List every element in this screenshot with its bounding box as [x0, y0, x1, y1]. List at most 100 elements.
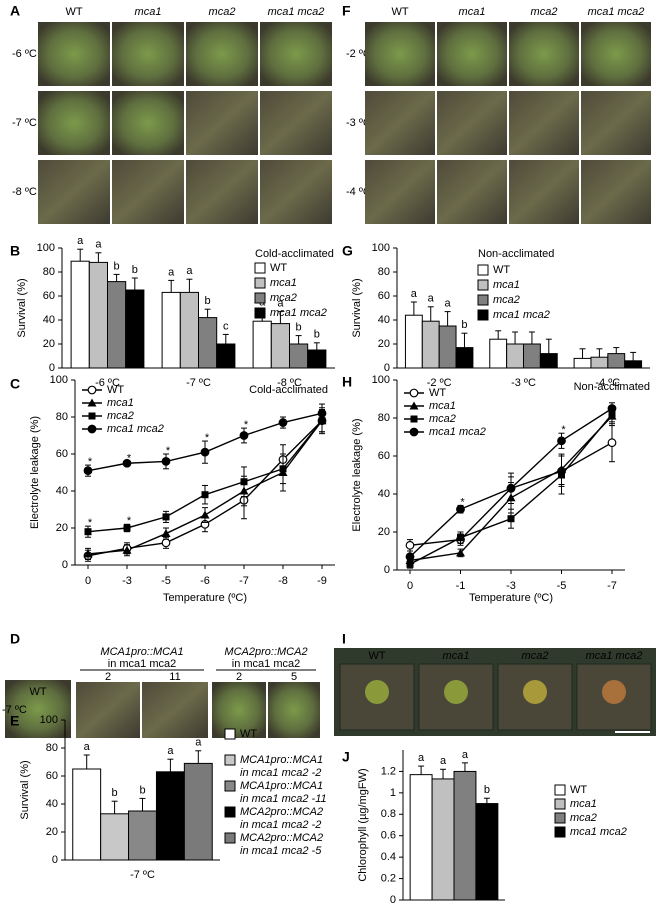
photo	[260, 22, 332, 86]
marker	[162, 513, 170, 521]
legend-marker	[88, 412, 96, 420]
marker	[122, 545, 132, 554]
legend-label: mca2	[493, 294, 520, 306]
y-tick-label: 100	[50, 374, 68, 386]
x-tick-label: -3	[122, 575, 132, 587]
y-axis-label: Chlorophyll (µg/mgFW)	[357, 768, 369, 881]
x-tick-label: -9	[317, 575, 327, 587]
legend-label: mca2	[570, 812, 597, 824]
legend-label-line: in mca1 mca2 -5	[240, 845, 322, 857]
significance-star: *	[244, 419, 249, 431]
photo	[112, 160, 184, 224]
row-label: -3 ºC	[346, 117, 371, 129]
column-label: mca1 mca2	[586, 650, 643, 662]
y-tick-label: 80	[46, 742, 58, 754]
photo	[437, 91, 507, 155]
legend-label-line: MCA2pro::MCA2	[240, 832, 323, 844]
row-label: -8 ºC	[12, 186, 37, 198]
y-axis-label: Survival (%)	[351, 278, 363, 337]
panel-label: B	[10, 243, 20, 259]
y-tick-label: 0	[49, 362, 55, 374]
bar	[155, 771, 185, 861]
marker	[456, 548, 465, 557]
significance-letter: a	[428, 293, 435, 305]
bar	[624, 360, 643, 369]
legend-label: WT	[107, 384, 124, 396]
legend-label: WT	[429, 387, 446, 399]
y-tick-label: 80	[56, 411, 68, 423]
y-tick-label: 1	[390, 787, 396, 799]
marker	[317, 408, 327, 418]
y-tick-label: 80	[43, 266, 55, 278]
bar	[573, 357, 592, 369]
legend-label: mca1	[107, 397, 134, 409]
line-label: 11	[169, 671, 180, 683]
panel-label: A	[10, 3, 20, 19]
legend-label-line: in mca1 mca2 -11	[240, 793, 327, 805]
significance-letter: a	[195, 737, 202, 749]
row-label: -6 ºC	[12, 48, 37, 60]
y-tick-label: 0	[52, 854, 58, 866]
y-axis-label: Survival (%)	[16, 278, 28, 337]
legend-swatch	[224, 754, 236, 766]
significance-letter: a	[418, 752, 425, 764]
y-tick-label: 60	[46, 770, 58, 782]
photo	[581, 22, 651, 86]
legend-swatch	[554, 798, 566, 810]
photo	[365, 22, 435, 86]
legend-label: mca1 mca2	[270, 307, 327, 319]
photo	[260, 160, 332, 224]
x-tick-label: -6 ºC	[95, 377, 120, 389]
bar	[70, 260, 90, 369]
column-label: mca2	[531, 6, 558, 18]
photo	[38, 22, 110, 86]
line-label: 5	[291, 671, 297, 683]
panel-label: E	[10, 713, 19, 729]
legend-swatch	[477, 279, 489, 291]
photo	[212, 682, 266, 738]
bar	[523, 343, 541, 369]
y-tick-label: 60	[43, 290, 55, 302]
y-tick-label: 0	[62, 559, 68, 571]
marker	[457, 534, 464, 542]
bar	[455, 347, 474, 369]
y-tick-label: 0.4	[381, 851, 396, 863]
legend-label: mca1	[429, 400, 456, 412]
significance-letter: a	[168, 266, 175, 278]
legend-swatch	[477, 294, 489, 306]
significance-letter: b	[461, 319, 467, 331]
significance-letter: c	[223, 320, 229, 332]
legend-label-line: MCA2pro::MCA2	[240, 806, 323, 818]
x-tick-label: -8 ºC	[277, 377, 302, 389]
x-tick-label: -4 ºC	[595, 377, 620, 389]
y-tick-label: 0	[390, 894, 396, 906]
marker	[278, 418, 288, 427]
bar	[506, 343, 524, 369]
photo	[186, 22, 258, 86]
photo	[260, 91, 332, 155]
y-tick-label: 0	[384, 362, 390, 374]
significance-letter: a	[462, 749, 469, 761]
legend-label: WT	[270, 262, 287, 274]
marker	[239, 431, 249, 440]
y-tick-label: 20	[43, 338, 55, 350]
construct-label: MCA2pro::MCA2	[224, 646, 307, 658]
marker	[200, 510, 210, 519]
legend-swatch	[554, 784, 566, 796]
significance-letter: b	[139, 784, 145, 796]
significance-letter: b	[484, 784, 490, 796]
row-label: -7 ºC	[12, 117, 37, 129]
legend-label: mca2	[270, 292, 297, 304]
column-label: mca1 mca2	[268, 6, 325, 18]
y-axis-label: Survival (%)	[19, 760, 31, 819]
y-tick-label: 100	[372, 374, 390, 386]
x-tick-label: -2 ºC	[427, 377, 452, 389]
y-tick-label: 100	[372, 242, 390, 254]
significance-star: *	[88, 456, 93, 468]
photo	[437, 160, 507, 224]
panel-label: H	[342, 374, 352, 390]
bar	[161, 291, 181, 369]
photo	[112, 91, 184, 155]
bar	[128, 810, 157, 861]
x-tick-label: -7 ºC	[186, 377, 211, 389]
